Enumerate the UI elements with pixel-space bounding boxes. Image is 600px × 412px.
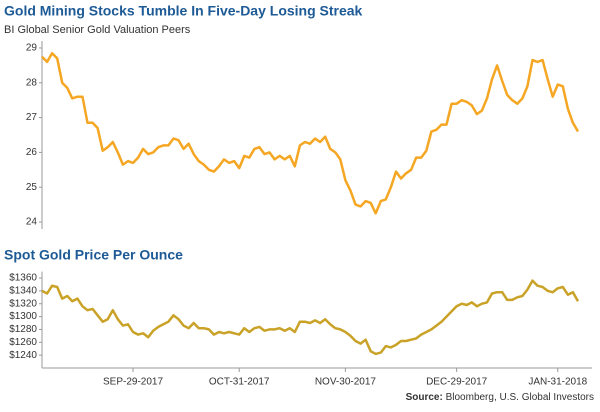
y-tick-label: $1240: [9, 350, 37, 361]
y-tick-label: $1280: [9, 324, 37, 335]
data-line: [41, 51, 580, 215]
y-tick-label: 28: [26, 77, 38, 88]
chart-title: Spot Gold Price Per Ounce: [4, 247, 183, 263]
source-text: Bloomberg, U.S. Global Investors: [446, 392, 594, 403]
chart-title: Gold Mining Stocks Tumble In Five-Day Lo…: [4, 3, 363, 19]
y-tick-label: $1320: [9, 298, 37, 309]
y-tick-label: $1340: [9, 286, 37, 297]
x-tick-label: DEC-29-2017: [426, 377, 488, 388]
y-tick-label: $1300: [9, 311, 37, 322]
y-tick-label: 25: [26, 182, 38, 193]
y-tick-label: $1360: [9, 273, 37, 284]
x-tick-label: SEP-29-2017: [103, 377, 163, 388]
y-tick-label: 27: [26, 112, 38, 123]
data-line: [41, 279, 580, 356]
y-tick-label: $1260: [9, 337, 37, 348]
x-tick-label: OCT-31-2017: [209, 377, 270, 388]
y-tick-label: 26: [26, 147, 38, 158]
source-label: Source:: [406, 392, 443, 403]
chart-subtitle: BI Global Senior Gold Valuation Peers: [4, 24, 191, 36]
y-tick-label: 24: [26, 217, 38, 228]
y-tick-label: 29: [26, 43, 38, 54]
x-tick-label: JAN-31-2018: [528, 377, 587, 388]
x-tick-label: NOV-30-2017: [315, 377, 377, 388]
source: Source: Bloomberg, U.S. Global Investors: [406, 392, 594, 403]
